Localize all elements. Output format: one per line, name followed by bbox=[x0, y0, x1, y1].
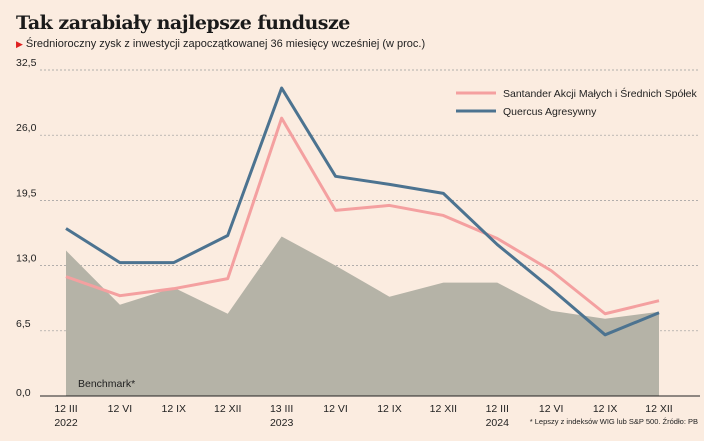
y-tick-label: 0,0 bbox=[16, 387, 31, 399]
x-tick-year: 2023 bbox=[270, 417, 294, 429]
x-tick-label: 12 VI bbox=[323, 403, 348, 415]
y-tick-label: 32,5 bbox=[16, 57, 37, 69]
y-tick-label: 26,0 bbox=[16, 122, 37, 134]
x-tick-label: 12 IX bbox=[162, 403, 187, 415]
x-tick-label: 12 VI bbox=[539, 403, 564, 415]
series-line-quercus bbox=[65, 86, 660, 337]
y-tick-label: 13,0 bbox=[16, 253, 37, 265]
y-tick-label: 6,5 bbox=[16, 318, 31, 330]
benchmark-label: Benchmark* bbox=[78, 378, 135, 390]
x-tick-label: 12 III bbox=[486, 403, 509, 415]
x-tick-year: 2022 bbox=[54, 417, 78, 429]
x-tick-label: 12 XII bbox=[430, 403, 457, 415]
x-tick-label: 12 XII bbox=[214, 403, 241, 415]
benchmark-area bbox=[66, 236, 659, 396]
x-tick-label: 12 III bbox=[54, 403, 77, 415]
legend-label: Quercus Agresywny bbox=[503, 106, 597, 118]
subtitle-text: Średnioroczny zysk z inwestycji zapocząt… bbox=[25, 38, 426, 50]
y-tick-label: 19,5 bbox=[16, 187, 37, 199]
x-tick-label: 12 IX bbox=[377, 403, 402, 415]
x-tick-label: 12 XII bbox=[645, 403, 672, 415]
x-tick-label: 12 VI bbox=[108, 403, 133, 415]
triangle-icon: ▶ bbox=[16, 39, 23, 49]
x-tick-year: 2024 bbox=[486, 417, 510, 429]
x-tick-label: 12 IX bbox=[593, 403, 618, 415]
footnote: * Lepszy z indeksów WIG lub S&P 500. Źró… bbox=[530, 417, 698, 426]
series-line-santander bbox=[65, 116, 660, 316]
legend-label: Santander Akcji Małych i Średnich Spółek bbox=[503, 87, 698, 100]
x-tick-label: 13 III bbox=[270, 403, 293, 415]
chart-title: Tak zarabiały najlepsze fundusze bbox=[16, 12, 350, 34]
chart-subtitle: ▶ Średnioroczny zysk z inwestycji zapoczą… bbox=[16, 38, 425, 50]
